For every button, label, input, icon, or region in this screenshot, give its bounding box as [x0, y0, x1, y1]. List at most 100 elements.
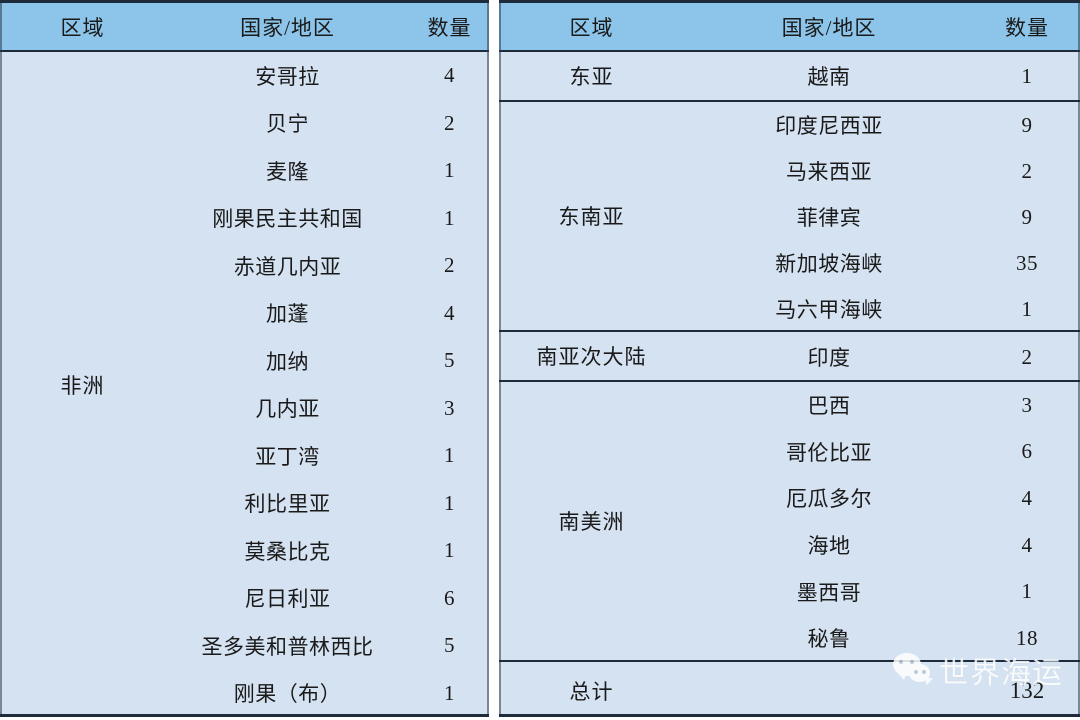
table-row: 圣多美和普林西比 5 — [165, 622, 489, 670]
table-row: 印度 2 — [684, 332, 1080, 382]
table-row: 加蓬 4 — [165, 290, 489, 338]
left-region-label: 非洲 — [60, 373, 105, 398]
right-region-group-east-asia: 东亚 越南 1 — [499, 52, 1080, 100]
table-separator-gap — [489, 0, 499, 717]
right-region-label: 东亚 — [569, 65, 614, 89]
left-table: 区域 国家/地区 数量 非洲 安哥拉 4 贝宁 2 麦隆 — [0, 0, 489, 717]
count-cell: 1 — [444, 443, 455, 468]
right-header-region: 区域 — [569, 15, 614, 40]
country-cell: 墨西哥 — [796, 580, 862, 605]
total-value: 132 — [1009, 678, 1045, 703]
right-table-left-rail — [499, 3, 501, 714]
right-region-label: 南亚次大陆 — [536, 345, 647, 369]
left-header-country: 国家/地区 — [240, 15, 335, 40]
table-row: 几内亚 3 — [165, 385, 489, 433]
left-table-header-row: 区域 国家/地区 数量 — [0, 3, 489, 52]
count-cell: 5 — [444, 348, 455, 373]
right-region-group-south-asia: 南亚次大陆 印度 2 — [499, 330, 1080, 380]
country-cell: 贝宁 — [266, 112, 309, 137]
table-row: 刚果（布） 1 — [165, 670, 489, 718]
total-label: 总计 — [569, 680, 614, 704]
table-row: 刚果民主共和国 1 — [165, 195, 489, 243]
count-cell: 6 — [1021, 439, 1033, 464]
left-region-rows: 安哥拉 4 贝宁 2 麦隆 1 刚果民主共和国 1 — [165, 52, 489, 717]
country-cell: 厄瓜多尔 — [786, 487, 872, 512]
count-cell: 1 — [444, 205, 455, 230]
table-row: 墨西哥 1 — [684, 568, 1080, 615]
count-cell: 3 — [1021, 392, 1033, 417]
count-cell: 6 — [444, 585, 455, 610]
table-row: 菲律宾 9 — [684, 194, 1080, 240]
country-cell: 印度尼西亚 — [775, 114, 883, 138]
table-row: 秘鲁 18 — [684, 615, 1080, 662]
country-cell: 刚果民主共和国 — [212, 207, 363, 232]
table-row: 海地 4 — [684, 522, 1080, 569]
count-cell: 1 — [444, 680, 455, 705]
count-cell: 4 — [444, 300, 455, 325]
country-cell: 印度 — [807, 346, 851, 370]
table-row: 贝宁 2 — [165, 100, 489, 148]
country-cell: 巴西 — [807, 394, 851, 419]
right-region-group-southeast-asia: 东南亚 印度尼西亚 9 马来西亚 2 菲律宾 9 新加坡海峡 — [499, 100, 1080, 330]
table-row: 马六甲海峡 1 — [684, 286, 1080, 332]
count-cell: 9 — [1021, 204, 1033, 229]
count-cell: 1 — [444, 490, 455, 515]
table-row: 巴西 3 — [684, 382, 1080, 429]
country-cell: 马六甲海峡 — [775, 298, 883, 322]
count-cell: 4 — [1021, 485, 1033, 510]
count-cell: 9 — [1021, 112, 1033, 137]
table-row: 赤道几内亚 2 — [165, 242, 489, 290]
table-row: 莫桑比克 1 — [165, 527, 489, 575]
country-cell: 刚果（布） — [233, 682, 342, 707]
country-cell: 麦隆 — [266, 159, 309, 184]
country-cell: 加纳 — [266, 349, 309, 374]
right-region-label: 东南亚 — [558, 205, 625, 229]
right-region-rows: 巴西 3 哥伦比亚 6 厄瓜多尔 4 海地 4 — [684, 382, 1080, 660]
count-cell: 2 — [444, 253, 455, 278]
table-row: 马来西亚 2 — [684, 148, 1080, 194]
right-region-rows: 越南 1 — [684, 52, 1080, 100]
total-row: 总计 132 — [499, 660, 1080, 720]
country-cell: 亚丁湾 — [255, 444, 320, 469]
left-table-body: 非洲 安哥拉 4 贝宁 2 麦隆 1 刚果民主共和国 — [0, 52, 489, 717]
country-cell: 利比里亚 — [244, 492, 331, 517]
country-cell: 加蓬 — [266, 302, 309, 327]
left-region-group-africa: 非洲 安哥拉 4 贝宁 2 麦隆 1 刚果民主共和国 — [0, 52, 489, 717]
country-cell: 安哥拉 — [255, 64, 320, 89]
table-row: 加纳 5 — [165, 337, 489, 385]
left-table-right-rail — [487, 3, 489, 714]
left-header-region: 区域 — [60, 15, 105, 40]
count-cell: 1 — [1021, 579, 1033, 604]
count-cell: 1 — [444, 158, 455, 183]
table-row: 安哥拉 4 — [165, 52, 489, 100]
table-row: 新加坡海峡 35 — [684, 240, 1080, 286]
country-cell: 菲律宾 — [796, 206, 862, 230]
right-table-header-row: 区域 国家/地区 数量 — [499, 3, 1080, 52]
count-cell: 2 — [1021, 158, 1033, 183]
count-cell: 2 — [1021, 344, 1033, 369]
table-row: 越南 1 — [684, 52, 1080, 100]
country-cell: 马来西亚 — [786, 160, 872, 184]
country-cell: 莫桑比克 — [244, 539, 331, 564]
left-header-count: 数量 — [427, 15, 472, 40]
count-cell: 4 — [444, 63, 455, 88]
count-cell: 4 — [1021, 532, 1033, 557]
count-cell: 1 — [444, 538, 455, 563]
right-region-rows: 印度尼西亚 9 马来西亚 2 菲律宾 9 新加坡海峡 35 — [684, 102, 1080, 330]
count-cell: 2 — [444, 110, 455, 135]
table-row: 亚丁湾 1 — [165, 432, 489, 480]
right-region-label: 南美洲 — [558, 510, 625, 534]
country-cell: 几内亚 — [255, 397, 320, 422]
count-cell: 18 — [1016, 625, 1038, 650]
count-cell: 35 — [1016, 250, 1038, 275]
country-cell: 秘鲁 — [807, 627, 851, 652]
country-cell: 新加坡海峡 — [775, 252, 883, 276]
country-cell: 哥伦比亚 — [786, 440, 872, 465]
count-cell: 1 — [1021, 63, 1033, 88]
count-cell: 1 — [1021, 296, 1033, 321]
right-region-rows: 印度 2 — [684, 332, 1080, 380]
left-table-left-rail — [0, 3, 2, 714]
right-table-right-rail — [1078, 3, 1080, 714]
table-row: 哥伦比亚 6 — [684, 429, 1080, 476]
